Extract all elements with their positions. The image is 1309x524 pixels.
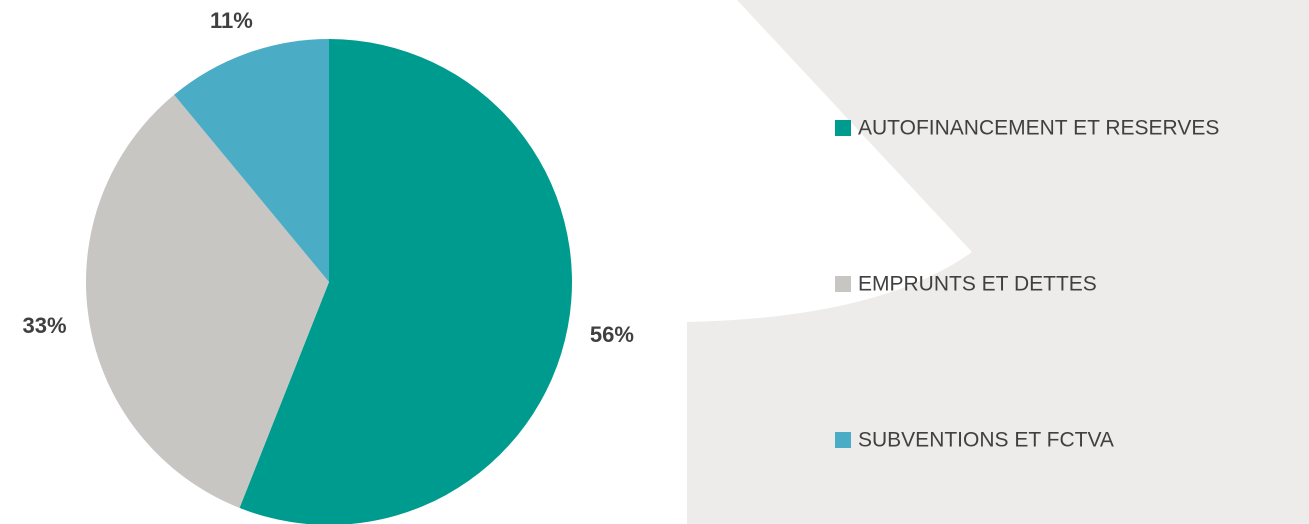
pie-slice (174, 39, 329, 282)
data-label: 56% (590, 322, 634, 347)
legend-label: EMPRUNTS ET DETTES (858, 273, 1097, 296)
legend-swatch (835, 120, 851, 136)
legend-swatch (835, 276, 851, 292)
data-label: 11% (210, 8, 253, 33)
legend-swatch (835, 432, 851, 448)
background-cutout (687, 0, 972, 322)
pie-slice (239, 39, 572, 524)
legend-label: AUTOFINANCEMENT ET RESERVES (858, 117, 1219, 140)
data-label: 33% (23, 313, 67, 338)
pie-slice (85, 94, 329, 508)
legend-label: SUBVENTIONS ET FCTVA (858, 429, 1114, 452)
